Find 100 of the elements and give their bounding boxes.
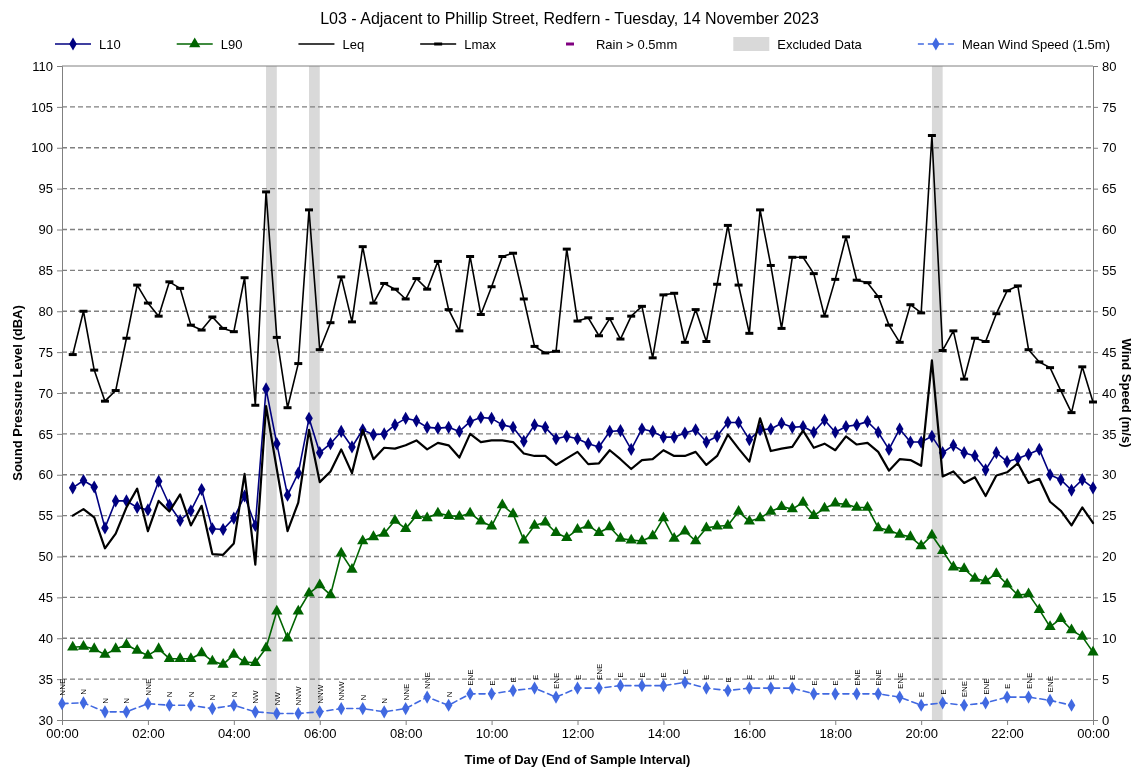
annotation: ENE bbox=[852, 669, 862, 686]
y-tick-label: 80 bbox=[38, 303, 53, 319]
annotation: E bbox=[573, 674, 583, 681]
y2-tick-label: 30 bbox=[1102, 467, 1117, 483]
y-tick-label: 65 bbox=[38, 426, 53, 442]
annotation: NNE bbox=[58, 678, 67, 696]
y2-tick-label: 45 bbox=[1102, 344, 1117, 360]
annotation: E bbox=[766, 674, 776, 681]
annotation: ENE bbox=[466, 669, 476, 686]
y2-tick-label: 55 bbox=[1102, 263, 1117, 279]
y-tick-label: 40 bbox=[38, 630, 53, 646]
x-tick-label: 00:00 bbox=[1077, 726, 1110, 742]
annotation: E bbox=[809, 680, 819, 686]
annotation: N bbox=[380, 697, 390, 704]
annotation: ENE bbox=[874, 669, 884, 686]
x-tick-label: 04:00 bbox=[218, 726, 251, 742]
annotation: ENE bbox=[594, 663, 604, 681]
y2-tick-label: 40 bbox=[1102, 385, 1117, 401]
y-tick-label: 70 bbox=[38, 385, 53, 401]
x-tick-label: 00:00 bbox=[46, 726, 79, 742]
annotation: NNW bbox=[294, 685, 304, 706]
annotation: E bbox=[723, 677, 733, 683]
y2-tick-label: 70 bbox=[1102, 140, 1117, 156]
annotation: E bbox=[938, 689, 948, 695]
y-axis-title: Sound Pressure Level (dBA) bbox=[10, 305, 25, 481]
y2-tick-label: 80 bbox=[1102, 58, 1117, 74]
annotation: E bbox=[702, 674, 712, 681]
annotation: ENE bbox=[895, 672, 905, 690]
line-series bbox=[71, 359, 1095, 566]
y2-tick-label: 5 bbox=[1102, 671, 1110, 687]
x-tick-label: 20:00 bbox=[905, 726, 938, 742]
annotation: N bbox=[444, 691, 454, 698]
y2-tick-label: 15 bbox=[1102, 590, 1117, 606]
y-tick-label: 95 bbox=[38, 181, 53, 197]
annotation: E bbox=[616, 672, 626, 678]
y-tick-label: 55 bbox=[38, 508, 53, 524]
annotation: NW bbox=[251, 690, 261, 704]
annotation: N bbox=[165, 691, 175, 698]
annotation: ENE bbox=[981, 678, 991, 695]
annotation: N bbox=[100, 697, 110, 704]
y-tick-label: 85 bbox=[38, 263, 53, 279]
y-tick-label: 90 bbox=[38, 222, 53, 238]
annotation: E bbox=[680, 669, 690, 675]
annotation: E bbox=[831, 680, 841, 686]
y-tick-label: 110 bbox=[32, 58, 53, 74]
y-tick-label: 60 bbox=[38, 467, 53, 483]
legend-label: Rain > 0.5mm bbox=[595, 37, 678, 52]
legend-label: Mean Wind Speed (1.5m) bbox=[961, 37, 1110, 52]
x-tick-label: 14:00 bbox=[647, 726, 681, 742]
y2-tick-label: 10 bbox=[1102, 630, 1117, 646]
y-tick-label: 45 bbox=[38, 590, 53, 606]
annotation: ENE bbox=[1024, 672, 1034, 690]
annotation: NNW bbox=[315, 684, 325, 704]
annotation: ENE bbox=[1046, 675, 1056, 693]
y2-tick-label: 60 bbox=[1102, 222, 1117, 238]
annotation: E bbox=[509, 677, 519, 683]
y2-tick-label: 0 bbox=[1102, 712, 1110, 728]
y2-tick-label: 75 bbox=[1102, 99, 1117, 115]
x-tick-label: 18:00 bbox=[819, 726, 853, 742]
y-tick-label: 75 bbox=[38, 344, 53, 360]
annotation: N bbox=[358, 694, 368, 701]
annotation: E bbox=[530, 674, 540, 681]
annotation: N bbox=[122, 697, 132, 704]
x-tick-label: 02:00 bbox=[132, 726, 165, 742]
annotation: NNE bbox=[401, 683, 411, 701]
y2-tick-label: 50 bbox=[1102, 303, 1117, 319]
chart-title: L03 - Adjacent to Phillip Street, Redfern - Tuesday, 14 November 2023 bbox=[320, 10, 819, 27]
annotation: NW bbox=[272, 691, 282, 706]
annotation: N bbox=[229, 691, 239, 698]
x-tick-label: 16:00 bbox=[733, 726, 767, 742]
y2-tick-label: 20 bbox=[1102, 549, 1117, 565]
legend-label: Leq bbox=[342, 37, 365, 52]
annotation: E bbox=[659, 672, 669, 678]
y2-tick-label: 35 bbox=[1102, 426, 1117, 442]
annotation: ENE bbox=[552, 672, 562, 690]
annotation: E bbox=[917, 691, 927, 698]
y-tick-label: 100 bbox=[31, 140, 53, 156]
y-tick-label: 30 bbox=[38, 712, 53, 728]
x-tick-label: 12:00 bbox=[561, 726, 595, 742]
y-tick-label: 105 bbox=[31, 99, 53, 115]
x-tick-label: 08:00 bbox=[389, 726, 423, 742]
annotation: N bbox=[208, 694, 218, 701]
annotation: ENE bbox=[960, 680, 970, 698]
annotation: E bbox=[487, 680, 497, 686]
x-tick-label: 22:00 bbox=[991, 726, 1024, 742]
annotation: E bbox=[637, 672, 647, 678]
legend-label: L90 bbox=[220, 37, 243, 52]
legend-label: Excluded Data bbox=[777, 37, 863, 52]
annotation: NNE bbox=[143, 678, 153, 696]
annotation: NNE bbox=[423, 672, 433, 690]
y2-axis-title: Wind Speed (m/s) bbox=[1119, 338, 1134, 448]
x-tick-label: 10:00 bbox=[475, 726, 509, 742]
y2-tick-label: 25 bbox=[1102, 508, 1117, 524]
annotation: N bbox=[79, 688, 89, 695]
y2-tick-label: 65 bbox=[1102, 181, 1117, 197]
annotation: E bbox=[1003, 683, 1013, 690]
annotation: N bbox=[186, 691, 196, 698]
legend-label: Lmax bbox=[464, 37, 497, 52]
y-tick-label: 50 bbox=[38, 549, 53, 565]
y-tick-label: 35 bbox=[38, 671, 53, 687]
